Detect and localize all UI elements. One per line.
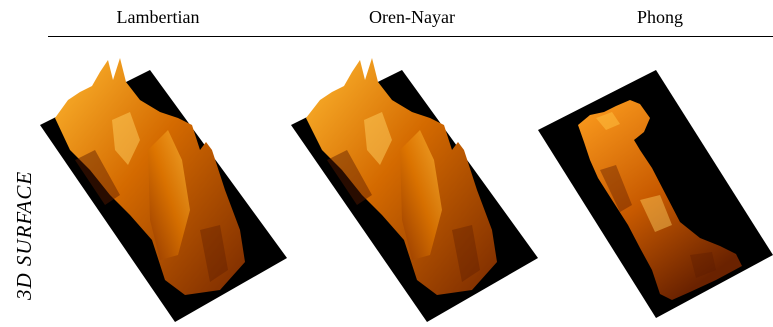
panel-phong: [538, 70, 773, 318]
column-label-phong: Phong: [636, 7, 683, 27]
column-label-oren-nayar: Oren-Nayar: [369, 7, 455, 27]
column-label-lambertian: Lambertian: [116, 7, 200, 27]
surface-phong: [578, 100, 742, 300]
panel-lambertian: [40, 58, 287, 322]
panel-oren-nayar: [291, 58, 538, 322]
column-header-row: Lambertian Oren-Nayar Phong: [0, 0, 773, 36]
header-rule: [48, 36, 773, 37]
